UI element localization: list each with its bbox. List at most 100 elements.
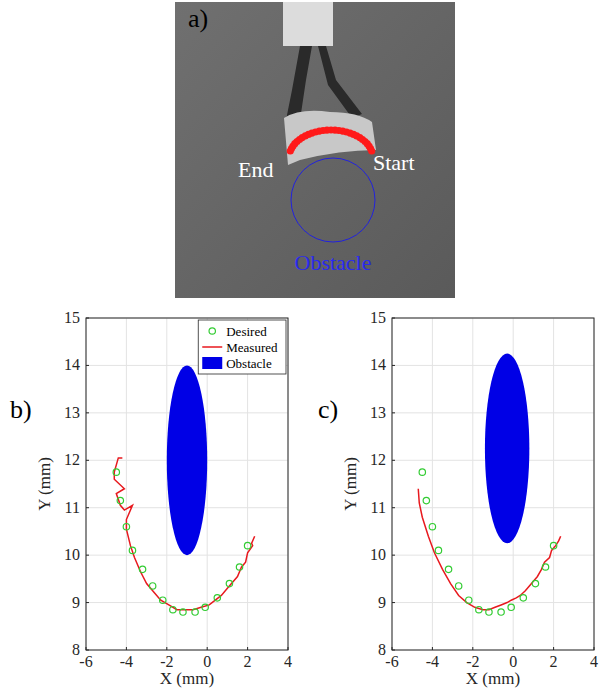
- tick: [392, 365, 395, 366]
- desired-point: [129, 547, 135, 553]
- plot-background: [86, 318, 288, 650]
- fingertip: [284, 111, 376, 165]
- photo-label: Obstacle: [295, 250, 372, 275]
- tick-label: 2: [244, 653, 252, 670]
- desired-point: [520, 595, 526, 601]
- obstacle-ellipse: [485, 354, 529, 544]
- measured-line: [114, 458, 254, 610]
- photo-label: Start: [373, 150, 415, 175]
- legend-label: Measured: [226, 340, 278, 355]
- grid-line: [392, 365, 594, 366]
- photo-trajectory-dot: [287, 147, 294, 154]
- legend-symbol: [202, 357, 222, 369]
- axis-title: Y (mm): [341, 457, 360, 511]
- desired-point: [435, 547, 441, 553]
- grid-line: [553, 318, 554, 650]
- desired-point: [542, 564, 548, 570]
- desired-point: [117, 497, 123, 503]
- measured-line: [418, 489, 560, 610]
- desired-point: [423, 497, 429, 503]
- tick: [432, 647, 433, 650]
- tick-label: 15: [370, 309, 386, 326]
- tick: [392, 412, 395, 413]
- desired-point: [214, 595, 220, 601]
- tick-label: 0: [509, 653, 517, 670]
- tick-label: 12: [64, 451, 80, 468]
- tick-label: 2: [550, 653, 558, 670]
- tick-label: -2: [160, 653, 173, 670]
- panel-label: c): [318, 395, 338, 424]
- tick: [594, 647, 595, 650]
- plot-background: [392, 318, 594, 650]
- desired-point: [123, 523, 129, 529]
- desired-point: [226, 580, 232, 586]
- desired-point: [160, 597, 166, 603]
- grid-line: [392, 602, 594, 603]
- photo-panel: a)EndStartObstacle: [175, 2, 455, 298]
- tick: [392, 650, 395, 651]
- tick-label: 12: [370, 451, 386, 468]
- legend-symbol: [209, 328, 215, 334]
- tick: [392, 555, 395, 556]
- tick: [288, 647, 289, 650]
- desired-point: [149, 583, 155, 589]
- plot-frame: [392, 318, 594, 650]
- chart: -6-4-202489101112131415X (mm)Y (mm)c): [318, 309, 598, 688]
- desired-point: [486, 609, 492, 615]
- desired-point: [244, 542, 250, 548]
- desired-point: [455, 583, 461, 589]
- desired-point: [498, 609, 504, 615]
- tick: [86, 507, 89, 508]
- grid-line: [86, 602, 288, 603]
- desired-point: [180, 609, 186, 615]
- tick: [392, 602, 395, 603]
- tick: [513, 647, 514, 650]
- desired-point: [508, 604, 514, 610]
- desired-point: [170, 606, 176, 612]
- photo-label: End: [238, 157, 273, 182]
- tick-label: -4: [120, 653, 133, 670]
- axis-title: X (mm): [160, 669, 214, 688]
- tick-label: 9: [378, 594, 386, 611]
- tick-label: 9: [72, 594, 80, 611]
- data-area: [113, 365, 255, 615]
- finger-right: [318, 46, 362, 118]
- tick: [166, 647, 167, 650]
- panel-label: b): [10, 395, 32, 424]
- desired-point: [202, 604, 208, 610]
- plot-frame: [86, 318, 288, 650]
- tick-label: 4: [284, 653, 292, 670]
- tick-label: -2: [466, 653, 479, 670]
- tick-label: 11: [65, 499, 80, 516]
- tick-label: 14: [370, 356, 386, 373]
- data-area: [418, 354, 560, 616]
- grid-line: [392, 555, 594, 556]
- tick-label: -6: [79, 653, 92, 670]
- legend: DesiredMeasuredObstacle: [198, 320, 286, 374]
- tick: [207, 647, 208, 650]
- legend-label: Obstacle: [226, 356, 272, 371]
- legend-label: Desired: [226, 324, 267, 339]
- tick-label: 0: [203, 653, 211, 670]
- tick: [86, 318, 89, 319]
- finger-left: [286, 46, 312, 120]
- desired-point: [419, 469, 425, 475]
- axis-title: X (mm): [466, 669, 520, 688]
- tick-label: 10: [370, 546, 386, 563]
- tick: [472, 647, 473, 650]
- grid-line: [432, 318, 433, 650]
- grid-line: [126, 318, 127, 650]
- tick: [86, 650, 89, 651]
- tick: [126, 647, 127, 650]
- desired-point: [550, 542, 556, 548]
- desired-point: [429, 523, 435, 529]
- tick: [86, 555, 89, 556]
- tick-label: 11: [371, 499, 386, 516]
- tick-label: 13: [64, 404, 80, 421]
- gripper-base: [283, 2, 333, 46]
- tick-label: 15: [64, 309, 80, 326]
- tick-label: 4: [590, 653, 598, 670]
- desired-point: [236, 564, 242, 570]
- legend-symbol: [202, 346, 222, 348]
- tick-label: 8: [72, 641, 80, 658]
